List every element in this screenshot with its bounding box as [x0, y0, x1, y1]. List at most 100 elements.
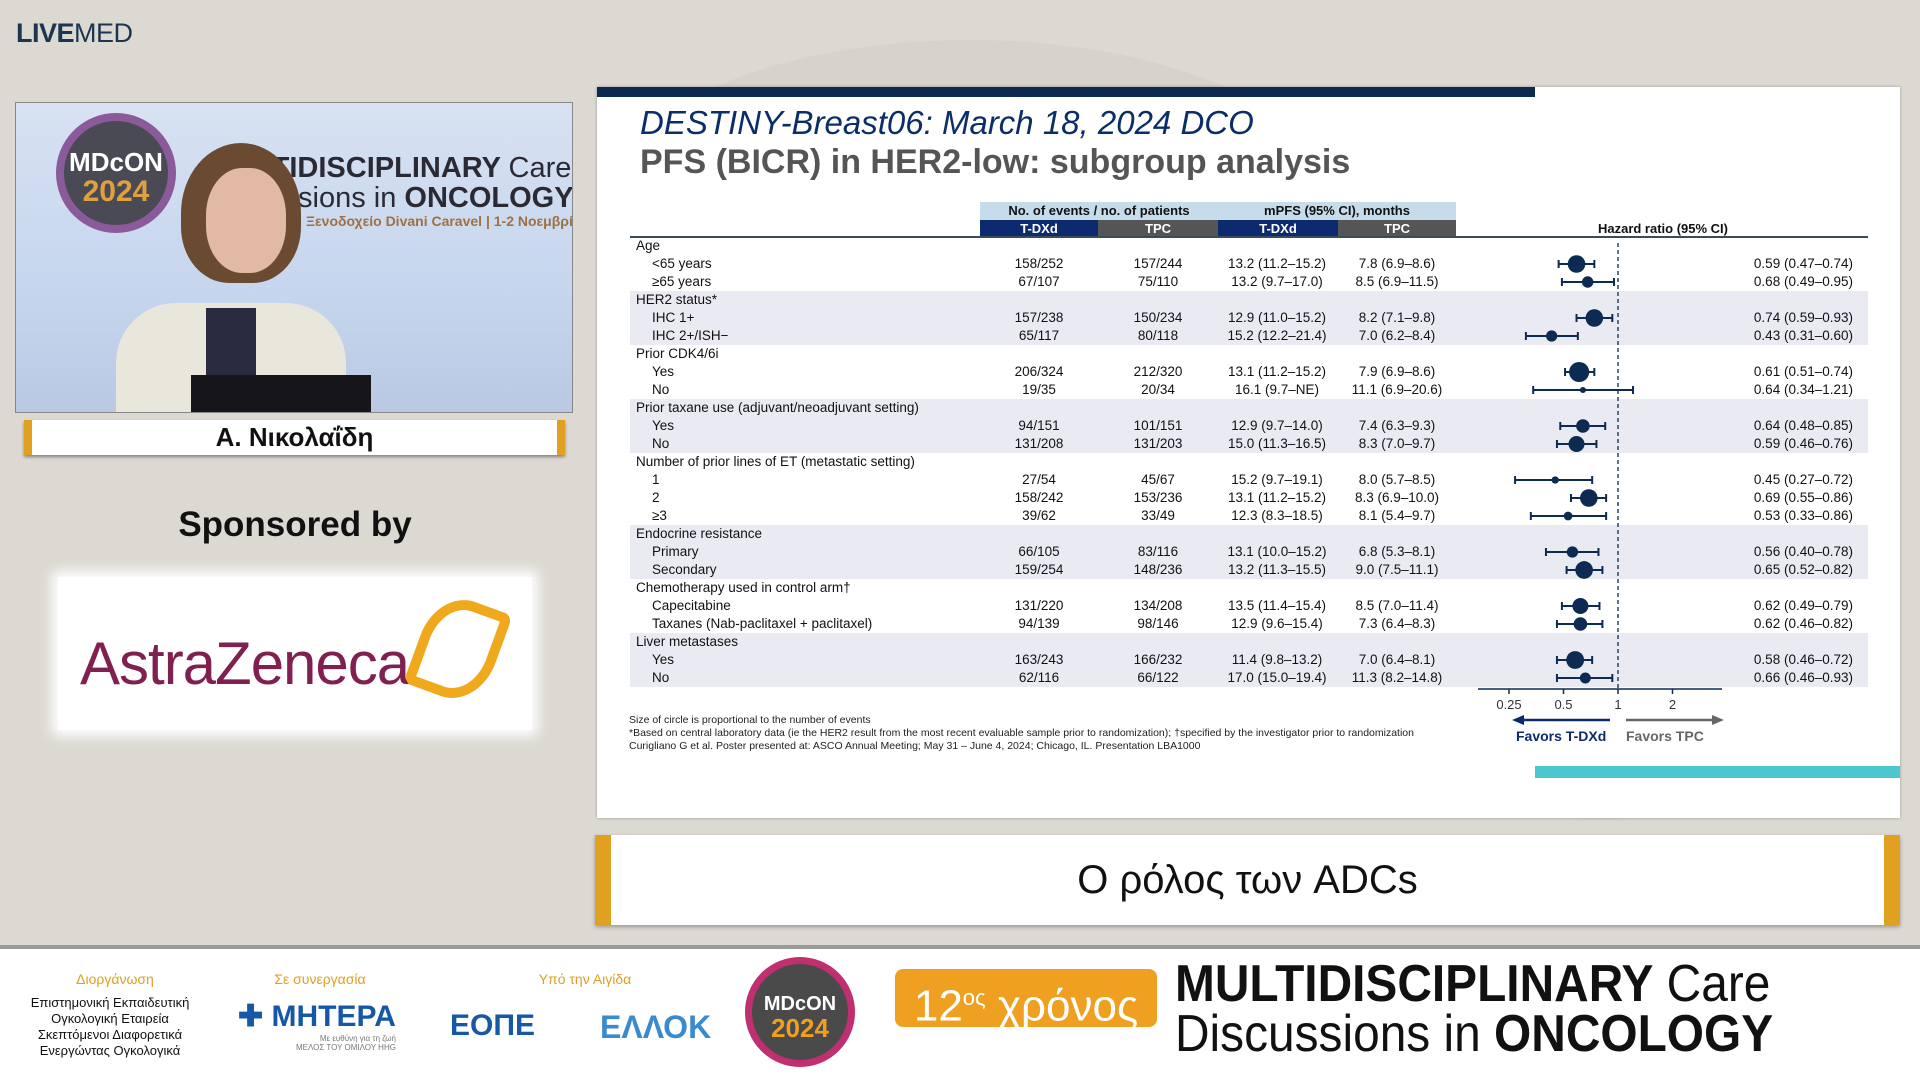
cell-tdxd-mpfs: 12.9 (9.6–15.4) [1231, 616, 1323, 631]
row-label: Primary [652, 544, 699, 559]
row-label: Yes [652, 652, 675, 667]
cell-tpc-mpfs: 8.5 (7.0–11.4) [1355, 598, 1439, 613]
mdcon-backdrop-logo: MDcON 2024 [56, 113, 176, 233]
backdrop-title2-bold: ONCOLOGY [404, 182, 573, 214]
cell-tdxd-events: 206/324 [1014, 364, 1064, 379]
cell-hazard-ratio: 0.65 (0.52–0.82) [1753, 562, 1853, 577]
logo-bold-text: LIVE [16, 18, 75, 48]
cell-tdxd-mpfs: 13.5 (11.4–15.4) [1227, 598, 1327, 613]
mdcon-logo: MDcON 2024 [745, 957, 855, 1067]
cell-tdxd-events: 65/117 [1018, 328, 1060, 343]
cell-tpc-events: 212/320 [1133, 364, 1183, 379]
label-auspices: Υπό την Αιγίδα [538, 971, 632, 987]
cell-tpc-mpfs: 8.0 (5.7–8.5) [1358, 472, 1436, 487]
cell-hazard-ratio: 0.62 (0.46–0.82) [1753, 616, 1853, 631]
cell-hazard-ratio: 0.59 (0.47–0.74) [1753, 256, 1853, 271]
organizer-line: Σκεπτόμενοι Διαφορετικά [37, 1027, 183, 1042]
cell-tpc-mpfs: 8.1 (5.4–9.7) [1358, 508, 1436, 523]
cell-tpc-events: 148/236 [1133, 562, 1183, 577]
cell-tdxd-mpfs: 12.9 (11.0–15.2) [1227, 310, 1327, 325]
cell-tdxd-mpfs: 15.0 (11.3–16.5) [1227, 436, 1327, 451]
table-group-row: HER2 status* [630, 291, 1868, 309]
hr-marker [1581, 276, 1594, 288]
footnote: *Based on central laboratory data (ie th… [629, 727, 1414, 739]
cell-tpc-mpfs: 7.8 (6.9–8.6) [1358, 256, 1436, 271]
cell-hazard-ratio: 0.58 (0.46–0.72) [1753, 652, 1853, 667]
cell-hazard-ratio: 0.59 (0.46–0.76) [1753, 436, 1853, 451]
table-row: No 19/35 20/34 16.1 (9.7–NE) 11.1 (6.9–20.6)… [630, 381, 1868, 399]
table-group-row: Prior taxane use (adjuvant/neoadjuvant s… [630, 399, 1868, 417]
row-label: 2 [652, 490, 660, 505]
laptop [191, 375, 371, 412]
hr-marker [1573, 617, 1588, 631]
cell-tpc-mpfs: 9.0 (7.5–11.1) [1355, 562, 1439, 577]
cell-tdxd-events: 159/254 [1014, 562, 1064, 577]
table-group-row: Prior CDK4/6i [630, 345, 1868, 363]
mdcon-year: 2024 [771, 1013, 829, 1043]
cell-tdxd-mpfs: 13.2 (11.3–15.5) [1227, 562, 1327, 577]
hr-marker [1545, 330, 1558, 342]
table-row: ≥65 years 67/107 75/110 13.2 (9.7–17.0) 8.5 … [630, 273, 1868, 291]
table-group-row: Number of prior lines of ET (metastatic … [630, 453, 1868, 471]
hr-marker [1575, 561, 1593, 579]
table-row: IHC 2+/ISH− 65/117 80/118 15.2 (12.2–21.4) 7… [630, 327, 1868, 345]
cell-hazard-ratio: 0.62 (0.49–0.79) [1753, 598, 1853, 613]
cell-tpc-mpfs: 11.3 (8.2–14.8) [1351, 670, 1443, 685]
row-label: Endocrine resistance [636, 526, 763, 541]
cell-tpc-mpfs: 6.8 (5.3–8.1) [1358, 544, 1436, 559]
row-label: ≥3 [652, 508, 667, 523]
row-label: IHC 2+/ISH− [652, 328, 729, 343]
table-row: Yes 94/151 101/151 12.9 (9.7–14.0) 7.4 (6.3–… [630, 417, 1868, 435]
mdcon-text: MDcON [763, 993, 837, 1015]
cell-tdxd-mpfs: 11.4 (9.8–13.2) [1231, 652, 1323, 667]
hr-marker [1568, 435, 1585, 453]
row-label: ≥65 years [652, 274, 712, 289]
row-label: <65 years [652, 256, 712, 271]
cell-tpc-events: 33/49 [1141, 508, 1175, 523]
cell-tdxd-events: 19/35 [1022, 382, 1056, 397]
cell-tpc-mpfs: 8.3 (7.0–9.7) [1358, 436, 1436, 451]
mitera-group: ΜΕΛΟΣ ΤΟΥ ΟΜΙΛΟΥ HHG [295, 1043, 396, 1052]
cell-tdxd-events: 131/208 [1014, 436, 1064, 451]
row-label: HER2 status* [636, 292, 718, 307]
row-label: No [652, 670, 670, 685]
cell-tpc-mpfs: 8.3 (6.9–10.0) [1354, 490, 1440, 505]
table-group-row: Liver metastases [630, 633, 1868, 651]
cell-tdxd-mpfs: 15.2 (9.7–19.1) [1231, 472, 1323, 487]
header-events: No. of events / no. of patients [980, 202, 1218, 220]
speaker-name: Α. Νικολαΐδη [24, 420, 565, 455]
lower-third-topic: Ο ρόλος των ADCs [595, 835, 1900, 925]
row-label: Yes [652, 364, 675, 379]
cell-tpc-events: 45/67 [1141, 472, 1175, 487]
col-events-tdxd: T-DXd [980, 220, 1098, 237]
mitera-name: ΜΗΤΕΡΑ [271, 1000, 396, 1033]
axis-tick-label: 1 [1614, 697, 1621, 712]
cell-hazard-ratio: 0.66 (0.46–0.93) [1753, 670, 1853, 685]
hr-marker [1566, 546, 1579, 558]
cell-hazard-ratio: 0.64 (0.48–0.85) [1753, 418, 1853, 433]
cell-tpc-events: 134/208 [1133, 598, 1183, 613]
cell-tpc-mpfs: 8.5 (6.9–11.5) [1355, 274, 1439, 289]
hr-marker [1567, 255, 1586, 273]
footer-banner: Διοργάνωση Επιστημονική Εκπαιδευτική Ογκ… [0, 945, 1920, 1080]
cell-tpc-events: 98/146 [1137, 616, 1179, 631]
row-label: Secondary [652, 562, 717, 577]
livemed-logo: LIVEMED [16, 18, 133, 49]
favors-tpc-label: Favors TPC [1626, 728, 1704, 744]
table-row: 2 158/242 153/236 13.1 (11.2–15.2) 8.3 (6.9–… [630, 489, 1868, 507]
hr-marker [1563, 511, 1573, 521]
ellok-logo: ΕΛΛΟΚ [600, 1009, 712, 1045]
cell-tpc-events: 66/122 [1137, 670, 1179, 685]
edition-suffix: ος [962, 985, 986, 1010]
hr-marker [1569, 361, 1590, 383]
table-group-row: Endocrine resistance [630, 525, 1868, 543]
event-title-bold2: ONCOLOGY [1494, 1005, 1774, 1063]
table-row: ≥3 39/62 33/49 12.3 (8.3–18.5) 8.1 (5.4–9.7)… [630, 507, 1868, 525]
row-label: IHC 1+ [652, 310, 695, 325]
backdrop-venue: Ξενοδοχείο Divani Caravel | 1-2 Νοεμβρίο… [306, 213, 573, 229]
cell-tdxd-events: 157/238 [1014, 310, 1064, 325]
table-row: Taxanes (Nab-paclitaxel + paclitaxel) 94/… [630, 615, 1868, 633]
cell-tpc-mpfs: 7.0 (6.2–8.4) [1358, 328, 1436, 343]
cell-tdxd-mpfs: 13.1 (10.0–15.2) [1227, 544, 1327, 559]
event-title: MULTIDISCIPLINARY Care Discussions in ONC… [1175, 958, 1773, 1060]
